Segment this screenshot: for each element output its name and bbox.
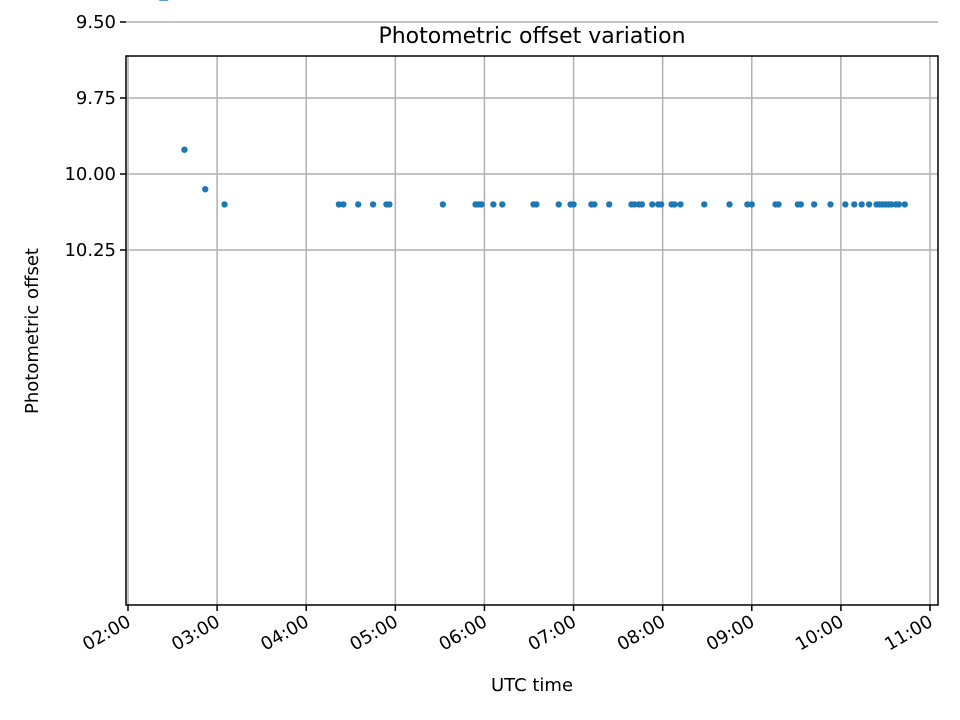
data-point (726, 201, 733, 208)
data-point (901, 201, 908, 208)
data-point (490, 201, 497, 208)
data-point (842, 201, 849, 208)
grid-layer (126, 21, 938, 605)
data-point (555, 201, 562, 208)
data-point (439, 201, 447, 208)
data-point (386, 201, 393, 208)
x-tick-label: 04:00 (257, 611, 312, 655)
data-point (810, 201, 818, 208)
chart-title: Photometric offset variation (378, 24, 685, 49)
data-point (858, 201, 865, 208)
data-point (340, 201, 347, 208)
x-tick-label: 07:00 (525, 611, 580, 655)
data-point (164, 0, 169, 1)
data-point (638, 201, 646, 208)
x-tick-label: 09:00 (703, 611, 758, 655)
y-tick-label: 9.50 (76, 12, 116, 33)
data-point (888, 201, 895, 208)
y-axis-label: Photometric offset (22, 248, 43, 414)
data-point (499, 201, 506, 208)
data-point (631, 201, 638, 208)
x-tick-label: 08:00 (614, 611, 669, 655)
plot-frame (125, 55, 939, 606)
y-tick-label: 10.00 (64, 164, 116, 185)
y-tick-label: 9.75 (76, 88, 116, 109)
data-point (701, 201, 708, 208)
data-point (748, 201, 755, 208)
data-point (591, 201, 598, 208)
x-tick-label: 11:00 (881, 611, 936, 655)
data-point (657, 201, 665, 208)
data-point (202, 186, 209, 193)
data-point (335, 201, 343, 208)
data-point (895, 201, 903, 208)
data-point (606, 201, 613, 208)
x-tick-label: 10:00 (792, 611, 847, 655)
data-point (677, 201, 684, 208)
data-point (181, 146, 188, 153)
data-point (533, 201, 540, 208)
data-point (570, 201, 577, 208)
data-point (355, 201, 362, 208)
data-point (797, 201, 804, 208)
data-point (369, 201, 377, 208)
data-point (865, 201, 873, 208)
x-tick-label: 06:00 (436, 611, 491, 655)
data-points (158, 0, 908, 208)
data-point (851, 201, 858, 208)
data-point (775, 201, 782, 208)
data-point (671, 201, 678, 208)
data-point (221, 201, 228, 208)
x-axis-label: UTC time (491, 675, 573, 696)
y-tick-label: 10.25 (64, 240, 116, 261)
x-tick-label: 02:00 (79, 611, 134, 655)
data-point (649, 201, 656, 208)
data-point (478, 201, 485, 208)
x-tick-label: 03:00 (168, 611, 223, 655)
data-point (827, 201, 834, 208)
x-tick-label: 05:00 (346, 611, 401, 655)
data-point (744, 201, 751, 208)
